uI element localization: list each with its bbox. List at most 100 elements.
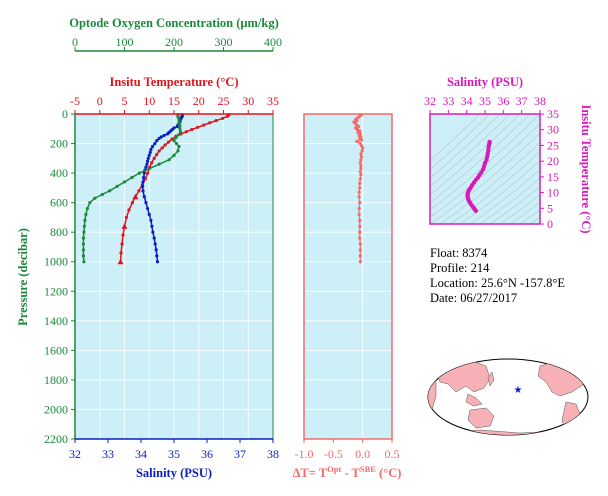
temperature-marker [132, 193, 139, 200]
salinity-point [146, 159, 150, 163]
temperature-point [155, 153, 159, 157]
temperature-point [152, 156, 156, 160]
isopycnal-line [430, 114, 531, 203]
delta-t-tick-label: -1.0 [295, 447, 314, 461]
salinity-point [147, 153, 151, 157]
salinity-point [152, 236, 156, 240]
oxygen-point [174, 141, 179, 146]
oxygen-point [81, 248, 86, 252]
delta-t-title-sbe: SBE [360, 464, 376, 474]
temperature-point [121, 233, 125, 237]
delta-t-point [358, 230, 362, 234]
date: Date: 06/27/2017 [430, 291, 518, 305]
pressure-tick-label: 2200 [44, 432, 68, 446]
salinity-tick-label: 38 [267, 447, 279, 461]
delta-t-point [355, 119, 359, 123]
temperature-tick-label: 10 [143, 94, 155, 108]
oxygen-point [147, 167, 151, 171]
salinity-point [142, 175, 146, 180]
oxygen-tick-label: 200 [165, 35, 183, 49]
oxygen-point [100, 192, 104, 197]
temperature-point [166, 140, 171, 144]
delta-t-point [355, 127, 359, 132]
salinity-point [165, 132, 169, 136]
profile-number: Profile: 214 [430, 261, 490, 275]
salinity-point [153, 141, 157, 146]
delta-t-point [358, 248, 362, 252]
oxygen-point [88, 201, 92, 205]
pressure-tick-label: 1200 [44, 284, 68, 298]
oxygen-point [177, 118, 181, 122]
oxygen-point [82, 224, 87, 228]
temperature-point [137, 189, 141, 193]
oxygen-tick-label: 0 [72, 35, 78, 49]
salinity-point [146, 156, 150, 160]
float-info: Float: 8374 Profile: 214 Location: 25.6°… [430, 246, 565, 306]
temperature-point [163, 143, 167, 147]
isopycnal-line [499, 194, 540, 224]
temperature-tick-label: 20 [193, 94, 205, 108]
oxygen-tick-label: 300 [215, 35, 233, 49]
delta-t-point [358, 186, 362, 190]
oxygen-point [178, 124, 182, 128]
oxygen-point [176, 149, 180, 153]
delta-t-point [361, 146, 365, 150]
salinity-point [141, 184, 145, 188]
temperature-point [202, 123, 206, 127]
salinity-point [155, 254, 159, 258]
ts-salinity-tick-label: 38 [534, 94, 546, 108]
pressure-tick-label: 1400 [44, 314, 68, 328]
oxygen-point [81, 236, 86, 240]
oxygen-point [83, 218, 87, 222]
oxygen-point [178, 130, 183, 134]
delta-t-title-minus: - T [341, 466, 360, 480]
delta-t-point [356, 124, 361, 129]
delta-t-point [356, 116, 360, 120]
world-map: ★ [427, 358, 589, 436]
delta-t-tick-label: 0.5 [385, 447, 400, 461]
landmass-japan [487, 371, 495, 387]
temperature-tick-label: 15 [168, 94, 180, 108]
oxygen-point [176, 115, 180, 119]
temperature-point [225, 114, 230, 118]
temperature-point [130, 201, 135, 205]
oxygen-point [84, 212, 88, 217]
delta-t-point [358, 177, 362, 181]
salinity-point [162, 133, 166, 138]
delta-t-point [357, 212, 361, 217]
delta-t-axis-title: ΔT= TOpt - TSBE (°C) [293, 464, 402, 480]
isopycnal-line [430, 114, 521, 195]
delta-t-point [359, 164, 363, 168]
ts-temperature-title: Insitu Temperature (°C) [579, 104, 593, 233]
landmass-australia [467, 407, 495, 429]
temperature-point [124, 215, 129, 220]
salinity-axis-title: Salinity (PSU) [136, 466, 212, 480]
oxygen-point [157, 162, 161, 166]
oxygen-point [93, 196, 97, 200]
temperature-tick-label: -5 [70, 94, 80, 108]
temperature-point [196, 125, 200, 129]
delta-t-point [358, 161, 362, 165]
oxygen-point [130, 175, 134, 180]
ts-temperature-tick-label: 10 [547, 186, 559, 200]
delta-t-plot-area [304, 114, 392, 439]
ts-salinity-tick-label: 32 [424, 94, 436, 108]
isopycnal-line [430, 123, 540, 218]
delta-t-title-unit: (°C) [376, 466, 401, 480]
ts-temperature-tick-label: 30 [547, 123, 559, 137]
oxygen-point [167, 158, 171, 162]
oxygen-point [82, 230, 86, 234]
delta-t-tick-label: 0.0 [355, 447, 370, 461]
salinity-point [150, 144, 155, 149]
temperature-point [220, 116, 225, 121]
oxygen-tick-label: 400 [264, 35, 282, 49]
isopycnal-line [509, 202, 540, 224]
isopycnal-line [479, 177, 540, 224]
salinity-point [148, 150, 152, 155]
temperature-marker [121, 223, 128, 229]
pressure-axis-title: Pressure (decibar) [16, 228, 30, 326]
salinity-tick-label: 32 [69, 447, 81, 461]
salinity-tick-label: 35 [168, 447, 180, 461]
